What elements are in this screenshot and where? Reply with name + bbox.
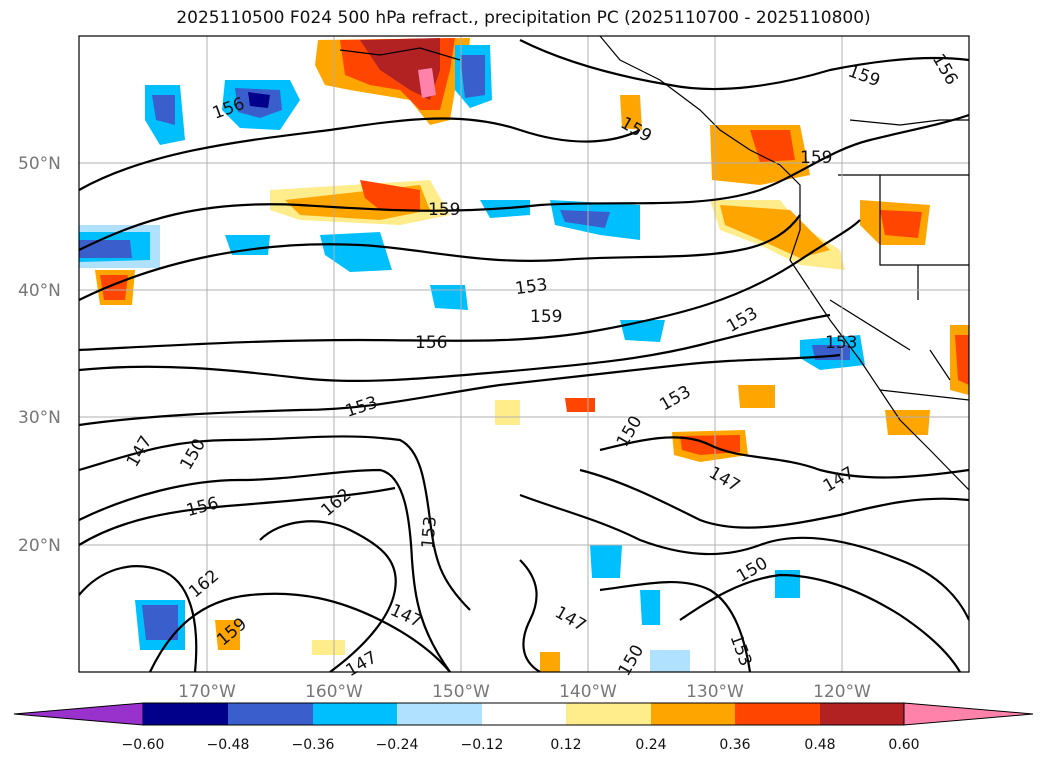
colorbar-segment bbox=[651, 703, 735, 725]
colorbar-segment bbox=[820, 703, 904, 725]
lon-label-170w: 170°W bbox=[178, 682, 236, 702]
map-border bbox=[78, 35, 970, 673]
contour-label: 159 bbox=[530, 307, 562, 327]
colorbar-segment bbox=[313, 703, 397, 725]
refractivity-contours bbox=[79, 39, 969, 672]
colorbar-tick-label: −0.24 bbox=[376, 737, 419, 753]
contour-label: 159 bbox=[428, 200, 460, 220]
colorbar-segment bbox=[482, 703, 566, 725]
lat-label-30n: 30°N bbox=[18, 408, 61, 428]
colorbar-segment bbox=[397, 703, 482, 725]
colorbar-tick-label: 0.60 bbox=[888, 737, 919, 753]
colorbar-segment bbox=[566, 703, 651, 725]
colorbar: −0.60 −0.48 −0.36 −0.24 −0.12 0.12 0.24 … bbox=[13, 702, 1034, 753]
lat-label-20n: 20°N bbox=[18, 536, 61, 556]
colorbar-tick-label: −0.60 bbox=[122, 737, 165, 753]
contour-label: 156 bbox=[415, 333, 447, 353]
colorbar-extend-low bbox=[13, 702, 144, 726]
longitude-labels: 170°W 160°W 150°W 140°W 130°W 120°W bbox=[178, 682, 871, 702]
lon-label-140w: 140°W bbox=[559, 682, 617, 702]
colorbar-tick-label: 0.24 bbox=[635, 737, 666, 753]
lat-label-50n: 50°N bbox=[18, 154, 61, 174]
contour-label: 159 bbox=[800, 148, 832, 168]
map-title: 2025110500 F024 500 hPa refract., precip… bbox=[176, 8, 871, 28]
colorbar-tick-label: −0.36 bbox=[292, 737, 335, 753]
lon-label-160w: 160°W bbox=[305, 682, 363, 702]
lon-label-120w: 120°W bbox=[813, 682, 871, 702]
colorbar-segment bbox=[143, 703, 228, 725]
lat-label-40n: 40°N bbox=[18, 281, 61, 301]
latitude-labels: 50°N 40°N 30°N 20°N bbox=[18, 154, 61, 556]
colorbar-tick-label: 0.36 bbox=[719, 737, 750, 753]
colorbar-segment bbox=[228, 703, 313, 725]
colorbar-tick-label: 0.12 bbox=[550, 737, 581, 753]
colorbar-tick-label: 0.48 bbox=[804, 737, 835, 753]
contour-label: 153 bbox=[825, 333, 857, 353]
contour-label: 153 bbox=[514, 275, 549, 299]
colorbar-extend-high bbox=[903, 702, 1034, 726]
colorbar-tick-label: −0.48 bbox=[207, 737, 250, 753]
colorbar-tick-label: −0.12 bbox=[461, 737, 504, 753]
colorbar-segment bbox=[735, 703, 820, 725]
lon-label-130w: 130°W bbox=[686, 682, 744, 702]
graticule bbox=[79, 36, 969, 672]
lon-label-150w: 150°W bbox=[432, 682, 490, 702]
contour-label: 153 bbox=[418, 515, 441, 549]
